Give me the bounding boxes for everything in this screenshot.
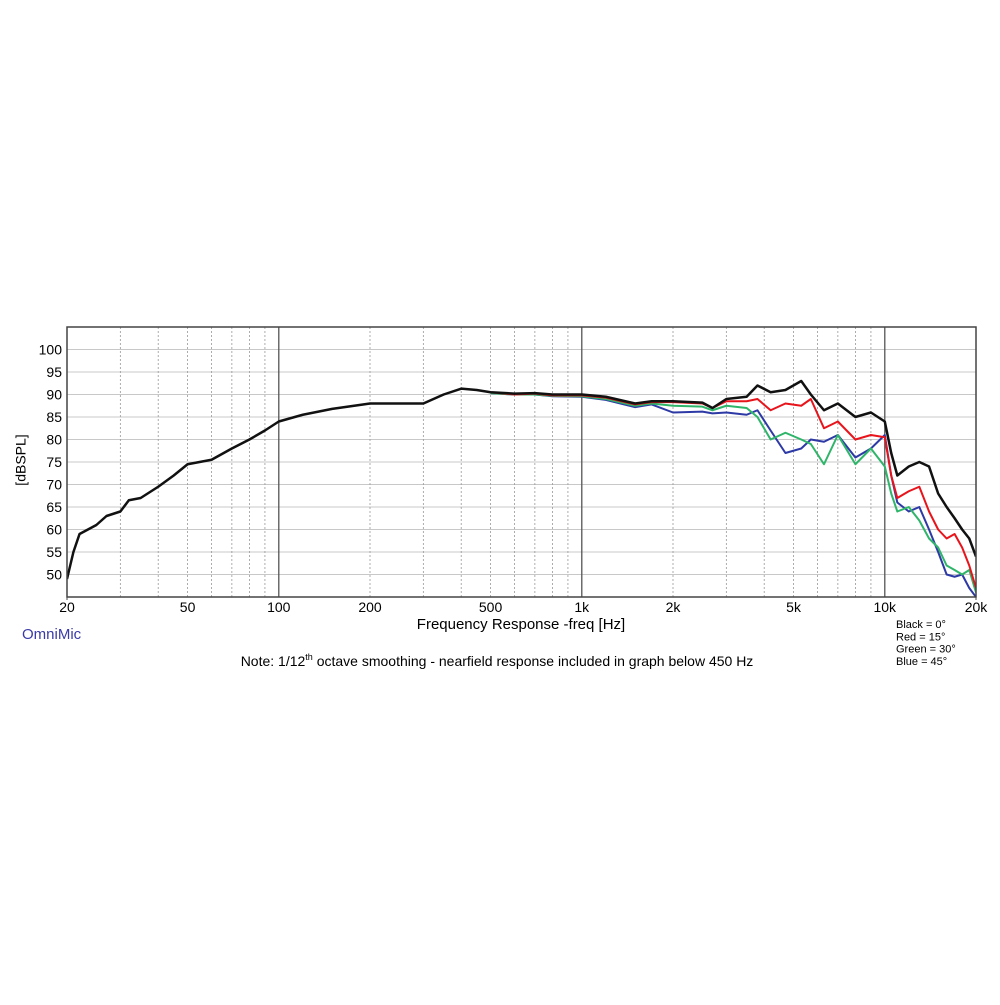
x-tick-label: 1k [574,599,590,615]
y-axis-label: [dBSPL] [13,434,29,485]
note-sup: th [305,652,313,662]
legend-entry: Black = 0° [896,619,946,631]
series-line [67,379,976,580]
y-tick-label: 100 [39,342,63,358]
x-tick-label: 20k [965,599,989,615]
legend-entry: Blue = 45° [896,656,947,668]
y-tick-label: 95 [46,364,62,380]
x-tick-label: 50 [180,599,196,615]
legend: Black = 0°Red = 15°Green = 30°Blue = 45° [896,619,956,668]
y-tick-label: 60 [46,522,62,538]
grid [66,327,977,600]
brand: OmniMic [22,626,82,643]
y-tick-label: 90 [46,387,62,403]
x-tick-label: 5k [786,599,802,615]
y-tick-label: 85 [46,409,62,425]
x-tick-label: 200 [358,599,382,615]
legend-entry: Red = 15° [896,631,945,643]
legend-entry: Green = 30° [896,644,956,656]
x-tick-label: 10k [873,599,897,615]
series-line [490,392,976,597]
x-tick-label: 100 [267,599,291,615]
lines [67,379,976,597]
y-tick-label: 50 [46,567,62,583]
note-text: Note: 1/12 [241,653,306,669]
x-tick-label: 500 [479,599,503,615]
y-tick-label: 75 [46,454,62,470]
y-tick-label: 55 [46,544,62,560]
series-line [490,392,976,593]
x-axis-label: Frequency Response -freq [Hz] [417,616,625,633]
x-tick-label: 2k [666,599,682,615]
y-tick-label: 65 [46,499,62,515]
note-text: octave smoothing - nearfield response in… [313,653,754,669]
x-tick-label: 20 [59,599,75,615]
note: Note: 1/12th octave smoothing - nearfiel… [241,652,754,669]
y-tick-label: 70 [46,477,62,493]
y-tick-label: 80 [46,432,62,448]
plot-frame [66,326,977,598]
